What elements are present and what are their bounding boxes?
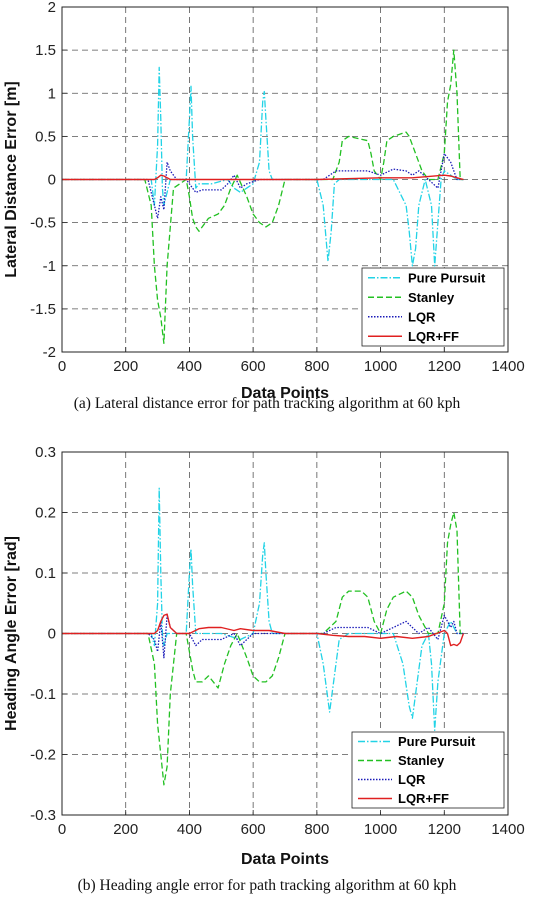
legend: Pure Pursuit Stanley LQR LQR+FF: [351, 731, 505, 809]
y-axis-label: Heading Angle Error [rad]: [3, 536, 20, 731]
y-tick-label: 1.5: [35, 42, 56, 59]
x-tick-label: 0: [58, 358, 66, 375]
x-tick-label: 200: [113, 821, 138, 838]
y-tick-label: -0.1: [30, 686, 56, 703]
x-tick-label: 800: [304, 358, 329, 375]
y-tick-label: 0.1: [35, 565, 56, 582]
y-tick-label: -0.2: [30, 747, 56, 764]
x-tick-label: 400: [177, 821, 202, 838]
x-tick-label: 1400: [491, 358, 524, 375]
x-tick-label: 600: [241, 358, 266, 375]
axes-frame: [61, 6, 509, 353]
legend-label: Pure Pursuit: [408, 270, 486, 285]
figure-caption: (b) Heading angle error for path trackin…: [78, 877, 457, 894]
y-tick-label: 1: [48, 85, 56, 102]
x-tick-label: 400: [177, 358, 202, 375]
series-line: [62, 511, 464, 786]
legend: Pure Pursuit Stanley LQR LQR+FF: [361, 267, 505, 347]
legend-label: LQR+FF: [408, 329, 459, 344]
x-tick-label: 200: [113, 358, 138, 375]
x-tick-label: 0: [58, 821, 66, 838]
y-tick-label: 0.3: [35, 444, 56, 461]
x-tick-label: 1200: [428, 821, 461, 838]
y-tick-label: 2: [48, 0, 56, 16]
y-tick-label: -2: [43, 344, 56, 361]
x-tick-label: 1000: [364, 358, 397, 375]
legend-box: [361, 267, 505, 347]
series-line: [62, 66, 464, 267]
series-line: [62, 613, 465, 647]
x-axis-label: Data Points: [241, 851, 329, 868]
legend-label: Stanley: [408, 290, 455, 305]
y-axis-label: Lateral Distance Error [m]: [3, 81, 20, 278]
y-tick-label: -0.3: [30, 807, 56, 824]
y-tick-label: -1: [43, 258, 56, 275]
series-line: [62, 487, 464, 731]
y-tick-label: 0: [48, 172, 56, 189]
x-tick-label: 600: [241, 821, 266, 838]
x-tick-label: 1400: [491, 821, 524, 838]
y-tick-label: -0.5: [30, 215, 56, 232]
y-tick-label: 0.2: [35, 505, 56, 522]
series-line: [62, 174, 464, 181]
axes-frame: [61, 451, 509, 816]
figure-caption: (a) Lateral distance error for path trac…: [74, 395, 461, 412]
legend-label: LQR: [398, 772, 426, 787]
x-tick-label: 1200: [428, 358, 461, 375]
y-tick-label: 0.5: [35, 128, 56, 145]
x-tick-label: 1000: [364, 821, 397, 838]
series-line: [62, 49, 464, 345]
chart-1: 0 200 400 600 800 1000 1200 1400 -0.3 -0.2 -0.1 0 0.…: [3, 444, 525, 894]
legend-label: LQR: [408, 309, 436, 324]
y-tick-label: 0: [48, 626, 56, 643]
chart-0: 0 200 400 600 800 1000 1200 1400 -2 -1.5 -1 -0.5 0 0.…: [3, 0, 525, 412]
legend-label: LQR+FF: [398, 791, 449, 806]
x-axis-label: Data Points: [241, 385, 329, 402]
y-tick-label: -1.5: [30, 301, 56, 318]
legend-box: [351, 731, 505, 809]
legend-label: Stanley: [398, 753, 445, 768]
x-tick-label: 800: [304, 821, 329, 838]
legend-label: Pure Pursuit: [398, 734, 476, 749]
